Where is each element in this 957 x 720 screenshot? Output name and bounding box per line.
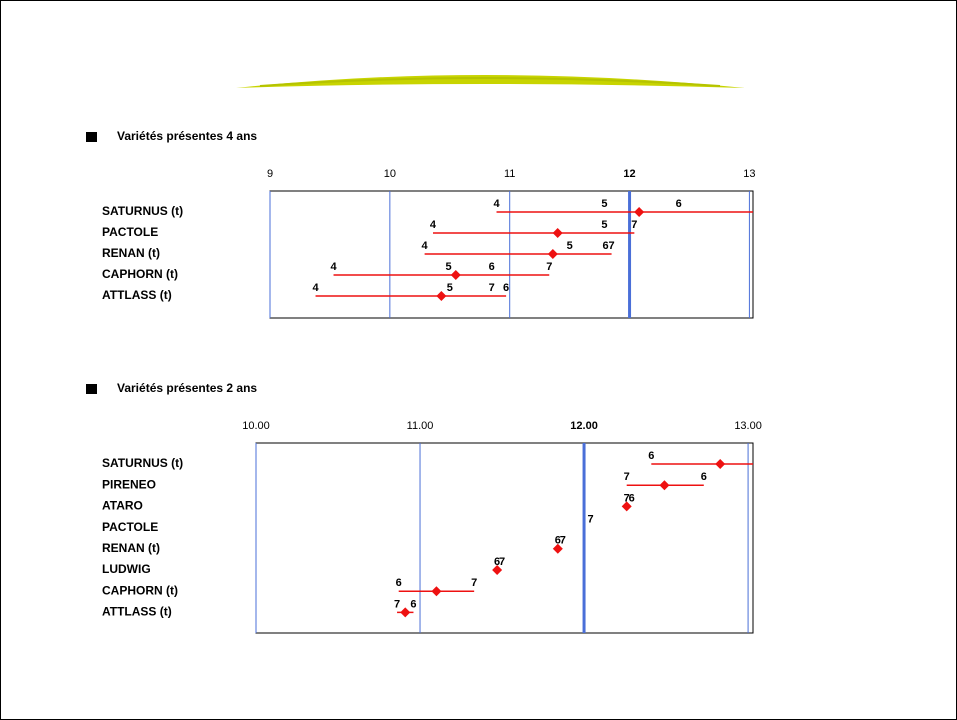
year-label: 7 [631,219,637,231]
bullet [86,384,97,394]
year-label: 7 [489,282,495,294]
mean-marker [621,501,632,512]
row-label: CAPHORN (t) [102,267,178,281]
x-tick-label: 11 [504,168,515,180]
row-label: SATURNUS (t) [102,456,183,470]
year-label: 6 [489,261,495,273]
x-tick-label: 10 [384,168,396,180]
mean-marker [436,291,447,301]
x-tick-label: 12.00 [570,420,598,432]
section-title: Variétés présentes 4 ans [117,129,257,143]
x-tick-label: 13 [743,168,755,180]
year-label: 6 [555,535,561,547]
section-title: Variétés présentes 2 ans [117,381,257,395]
year-label: 7 [560,535,566,547]
row-label: PIRENEO [102,477,156,491]
year-label: 4 [330,261,337,273]
year-label: 7 [471,577,477,589]
x-tick-label: 13.00 [734,420,762,432]
mean-marker [431,586,442,597]
year-label: 6 [648,450,654,462]
year-label: 4 [312,282,319,294]
year-label: 6 [396,577,402,589]
year-label: 6 [503,282,509,294]
year-label: 7 [609,240,615,252]
mean-marker [552,543,563,554]
year-label: 7 [624,492,630,504]
row-label: ATARO [102,499,143,513]
year-label: 6 [494,556,500,568]
decor-swoosh [236,75,745,88]
row-label: RENAN (t) [102,541,160,555]
decor-swoosh-line [259,77,721,87]
mean-marker [634,207,645,217]
mean-marker [450,270,461,280]
year-label: 7 [588,514,594,526]
row-label: CAPHORN (t) [102,583,178,597]
mean-marker [659,480,670,491]
year-label: 4 [493,198,500,210]
year-label: 4 [430,219,437,231]
year-label: 7 [499,556,505,568]
row-label: PACTOLE [102,520,158,534]
x-tick-label: 12 [623,168,635,180]
x-tick-label: 11.00 [407,420,434,432]
mean-marker [400,607,411,618]
year-label: 5 [567,240,573,252]
year-label: 6 [603,240,609,252]
year-label: 7 [394,598,400,610]
year-label: 7 [624,471,630,483]
year-label: 5 [601,219,607,231]
mean-marker [547,249,558,259]
mean-marker [492,565,503,575]
year-label: 4 [422,240,429,252]
x-tick-label: 10.00 [242,420,270,432]
year-label: 5 [601,198,607,210]
row-label: ATTLASS (t) [102,605,172,619]
row-label: PACTOLE [102,225,158,239]
year-label: 6 [410,598,416,610]
year-label: 6 [629,492,635,504]
mean-marker [552,228,563,238]
year-label: 6 [701,471,707,483]
year-label: 7 [546,261,552,273]
year-label: 5 [447,282,453,294]
bullet [86,132,97,142]
row-label: RENAN (t) [102,246,160,260]
row-label: SATURNUS (t) [102,204,183,218]
year-label: 6 [676,198,682,210]
x-tick-label: 9 [267,168,273,180]
mean-marker [715,459,726,469]
year-label: 5 [446,261,452,273]
row-label: ATTLASS (t) [102,288,172,302]
row-label: LUDWIG [102,562,151,576]
